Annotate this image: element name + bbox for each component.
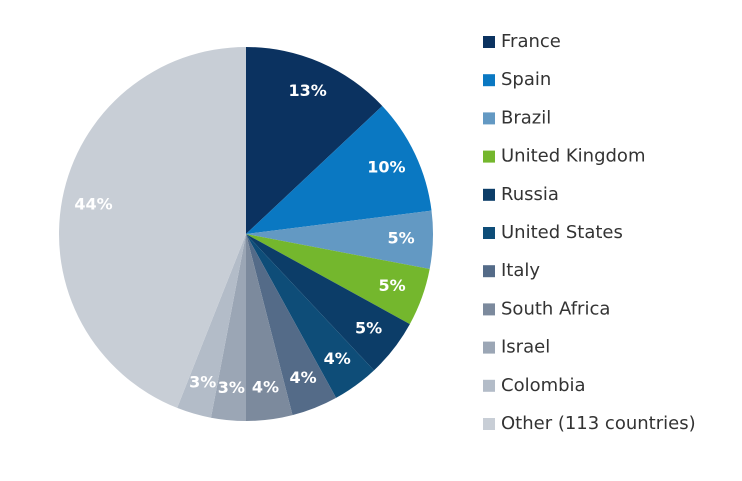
data-label: 5% (378, 276, 405, 295)
data-label: 3% (218, 378, 245, 397)
legend-label: Russia (501, 184, 559, 205)
data-label: 44% (74, 194, 112, 213)
legend-swatch (483, 227, 495, 239)
pie-slice (210, 234, 246, 421)
data-label: 13% (288, 81, 326, 100)
legend-label: Israel (501, 337, 550, 358)
pie-slice (246, 234, 293, 421)
legend-swatch (483, 188, 495, 201)
legend-swatch (483, 379, 495, 392)
data-label: 4% (290, 368, 317, 387)
legend-swatch (483, 303, 495, 316)
pie-slice (246, 234, 410, 371)
legend-swatch (483, 341, 495, 354)
pie-slice (246, 210, 433, 270)
legend-label: United Kingdom (501, 146, 645, 167)
legend-swatch (483, 150, 495, 163)
data-label: 3% (189, 373, 216, 392)
legend-label: Brazil (501, 107, 551, 128)
legend-label: South Africa (501, 298, 610, 319)
legend-swatch (483, 112, 495, 125)
pie-slice (246, 234, 337, 416)
data-label: 5% (355, 319, 382, 338)
legend-swatch (483, 74, 495, 87)
legend-swatch (483, 418, 495, 430)
pie-slice (58, 47, 247, 408)
legend-swatch (483, 265, 495, 278)
pie-slice (246, 105, 432, 235)
legend-swatch (483, 36, 495, 48)
pie-slice (177, 234, 246, 418)
data-label: 10% (367, 157, 405, 176)
data-label: 5% (388, 228, 415, 247)
pie-slice (246, 47, 383, 234)
legend-label: France (501, 31, 561, 52)
legend-label: Other (113 countries) (501, 413, 696, 434)
legend-label: Colombia (501, 375, 586, 396)
legend-label: United States (501, 222, 623, 243)
data-label: 4% (324, 349, 351, 368)
legend-label: Italy (501, 260, 540, 281)
pie-slice (246, 234, 375, 398)
data-label: 4% (252, 377, 279, 396)
pie-slice (246, 234, 430, 325)
legend-label: Spain (501, 69, 551, 90)
